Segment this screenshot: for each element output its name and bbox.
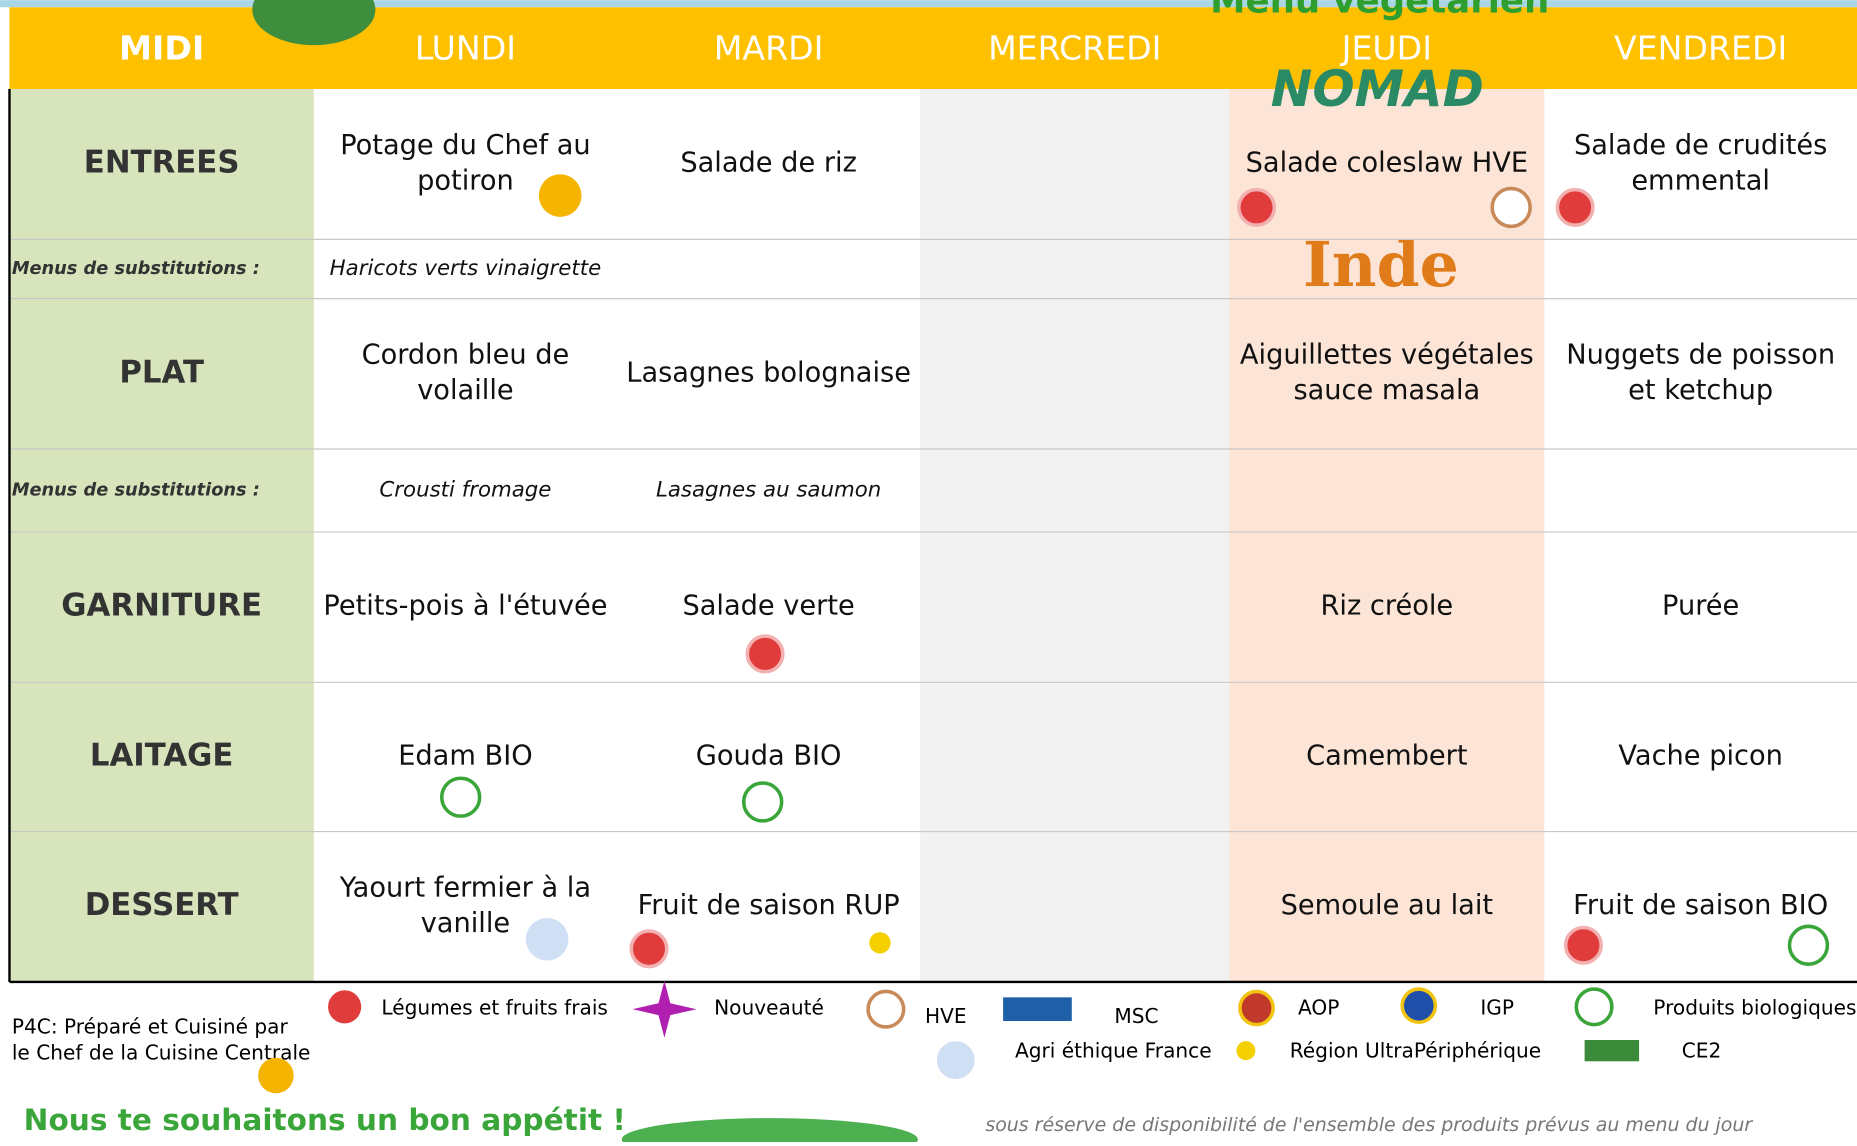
- row-label: DESSERT: [85, 887, 239, 923]
- new-icon: [632, 980, 697, 1038]
- icons: [439, 174, 1830, 969]
- legend-new: Nouveauté: [714, 996, 824, 1020]
- cells: MIDI LUNDI MARDI MERCREDI JEUDI VENDREDI ENTRE…: [12, 28, 1835, 939]
- bio-icon: [1787, 924, 1830, 966]
- wish: Nous te souhaitons un bon appétit !: [24, 1103, 626, 1137]
- legend-bio: Produits biologiques: [1653, 996, 1856, 1020]
- legend-hve: HVE: [925, 1004, 967, 1028]
- fresh-icon: [1555, 187, 1595, 227]
- menu-item: vanille: [421, 908, 510, 939]
- menu-item: sauce masala: [1293, 375, 1480, 406]
- legend-rup: Région UltraPériphérique: [1290, 1038, 1541, 1062]
- menu-item: Vache picon: [1618, 740, 1783, 771]
- label-column: [9, 88, 314, 982]
- day-header: MARDI: [714, 28, 824, 67]
- fresh-icon: [328, 990, 362, 1024]
- fresh-icon: [745, 634, 785, 674]
- hve-icon: [866, 989, 906, 1029]
- menu-item: Cordon bleu de: [362, 340, 570, 371]
- menu-item: Edam BIO: [398, 740, 532, 771]
- menu-item: potiron: [417, 165, 514, 196]
- day-header: LUNDI: [415, 28, 516, 67]
- bio-icon: [741, 781, 784, 823]
- row-label: Menus de substitutions :: [12, 259, 260, 279]
- bio-icon: [1574, 987, 1614, 1027]
- row-label: GARNITURE: [61, 588, 262, 624]
- menu-item: Fruit de saison BIO: [1573, 890, 1828, 921]
- rup-icon: [1236, 1041, 1256, 1061]
- agri-icon: [936, 1041, 975, 1080]
- menu-item: Purée: [1662, 591, 1739, 622]
- fresh-icon: [629, 929, 669, 969]
- row-label: LAITAGE: [90, 737, 234, 773]
- menu-item: Salade coleslaw HVE: [1246, 148, 1528, 179]
- country-title: Inde: [1303, 228, 1459, 301]
- footer-decoration: [621, 1118, 918, 1146]
- menu-item: Potage du Chef au: [340, 130, 590, 161]
- legend-agri: Agri éthique France: [1015, 1038, 1212, 1062]
- menu-item: Nuggets de poisson: [1566, 340, 1835, 371]
- menu-item: emmental: [1631, 165, 1770, 196]
- menu-item: Haricots verts vinaigrette: [330, 256, 602, 281]
- row-label: Menus de substitutions :: [12, 480, 260, 500]
- grid: [8, 88, 1857, 982]
- fresh-icon: [1563, 925, 1603, 965]
- wednesday-column: [920, 88, 1230, 982]
- legend: P4C: Préparé et Cuisiné par le Chef de l…: [12, 980, 1856, 1094]
- fresh-icon: [1237, 187, 1277, 227]
- menu-item: Crousti fromage: [379, 477, 551, 502]
- menu-item: Lasagnes bolognaise: [626, 357, 911, 388]
- hve-icon: [1490, 186, 1532, 229]
- aop-icon: [1238, 989, 1275, 1027]
- day-header: JEUDI: [1340, 28, 1432, 67]
- menu-item: Petits-pois à l'étuvée: [323, 591, 607, 622]
- menu-item: Salade verte: [682, 591, 854, 622]
- rup-icon: [869, 932, 891, 954]
- legend-igp: IGP: [1480, 996, 1514, 1020]
- menu-item: Aiguillettes végétales: [1240, 340, 1534, 371]
- top-strip: [0, 0, 1857, 8]
- legend-ce2: CE2: [1682, 1038, 1722, 1062]
- menu-item: Salade de riz: [680, 148, 857, 179]
- legend-msc: MSC: [1114, 1004, 1158, 1028]
- header-decoration: [252, 0, 376, 46]
- menu-item: et ketchup: [1628, 375, 1773, 406]
- ce2-icon: [1584, 1039, 1640, 1062]
- header-corner: MIDI: [119, 28, 204, 67]
- bio-icon: [439, 776, 482, 818]
- legend-fresh: Légumes et fruits frais: [381, 996, 608, 1020]
- menu-item: Camembert: [1306, 740, 1468, 771]
- row-label: PLAT: [119, 354, 204, 390]
- chef-icon: [538, 174, 582, 217]
- legend-p4c: P4C: Préparé et Cuisiné par: [12, 1015, 289, 1039]
- row-label: ENTREES: [84, 145, 240, 181]
- legend-p4c: le Chef de la Cuisine Centrale: [12, 1041, 311, 1065]
- menu-item: Gouda BIO: [696, 740, 842, 771]
- menu-item: Riz créole: [1320, 591, 1453, 622]
- msc-icon: [1003, 997, 1072, 1022]
- menu-item: Lasagnes au saumon: [656, 477, 881, 502]
- note: sous réserve de disponibilité de l'ensem…: [985, 1114, 1753, 1136]
- menu-item: volaille: [417, 375, 513, 406]
- menu-item: Fruit de saison RUP: [638, 890, 900, 921]
- menu-item: Semoule au lait: [1281, 890, 1494, 921]
- menu-item: Yaourt fermier à la: [339, 872, 591, 903]
- igp-icon: [1400, 987, 1438, 1024]
- chef-icon: [258, 1057, 294, 1094]
- thursday-column: [1229, 88, 1545, 982]
- agri-icon: [525, 918, 569, 961]
- menu-item: Salade de crudités: [1574, 130, 1827, 161]
- theme-title: Menu végétarien: [1210, 0, 1549, 22]
- day-header: MERCREDI: [988, 28, 1161, 67]
- legend-aop: AOP: [1298, 996, 1339, 1020]
- brand-logo: NOMAD: [1271, 60, 1484, 118]
- day-header: VENDREDI: [1614, 28, 1787, 67]
